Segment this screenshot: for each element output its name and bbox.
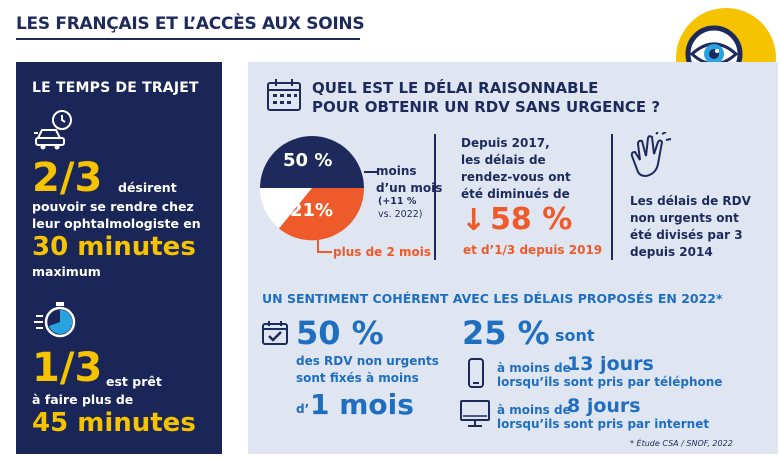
one-month: 1 mois [310,388,414,421]
since-line3: rendez-vous ont [461,170,571,184]
down-arrow-icon: ↓ [461,203,487,238]
web-prefix: à moins de [497,403,571,417]
footnote: * Étude CSA / SNOF, 2022 [630,439,733,448]
question-line2: POUR OBTENIR UN RDV SANS URGENCE ? [312,98,661,116]
phone-icon [468,358,484,388]
web-suffix: lorsqu’ils sont pris par internet [497,417,710,431]
divided-line2: non urgents ont [630,211,739,225]
fifty-line2: sont fixés à moins [296,371,419,385]
divided-line1: Les délais de RDV [630,194,751,208]
moins-label-4: vs. 2022) [378,209,423,220]
one-third-stat: 1/3 [32,345,103,391]
divider-1 [434,134,436,260]
calendar-icon [267,79,301,111]
pie-leader-orange [317,232,332,253]
fifty-line1: des RDV non urgents [296,354,439,368]
stat1-text-c: leur ophtalmologiste en [32,216,201,231]
fifty-percent-stat: 50 % [296,314,384,352]
since-sub: et d’1/3 depuis 2019 [463,243,603,257]
moins-label-1: moins [376,164,417,178]
phone-prefix: à moins de [497,361,571,375]
car-clock-icon [34,110,72,150]
moins-label-2: d’un mois [376,181,443,195]
since-line2: les délais de [461,153,546,167]
stat2-text-b: à faire plus de [32,392,134,407]
plus-label: plus de 2 mois [333,245,432,259]
thirty-minutes: 30 minutes [32,232,196,262]
page-title: LES FRANÇAIS ET L’ACCÈS AUX SOINS [16,14,365,34]
delays-panel [248,62,778,454]
stat1-text-b: pouvoir se rendre chez [32,199,194,214]
calendar-check-icon [262,321,288,345]
travel-time-heading: LE TEMPS DE TRAJET [32,80,199,96]
pie-label-50: 50 % [283,150,333,171]
thirteen-days: 13 jours [567,353,654,375]
stat1-maximum: maximum [32,264,101,279]
fifty-d: d’ [296,402,310,416]
divided-line3: été divisés par 3 [630,228,743,242]
divided-line4: depuis 2014 [630,245,713,259]
stopwatch-icon [34,302,76,338]
clapping-hands-icon [630,132,672,178]
pie-leader-navy [364,171,378,173]
eight-days: 8 jours [567,395,641,417]
travel-time-panel [16,62,222,454]
forty-five-minutes: 45 minutes [32,408,196,438]
title-underline [16,38,360,40]
question-line1: QUEL EST LE DÉLAI RAISONNABLE [312,79,599,97]
since-line4: été diminués de [461,187,570,201]
phone-suffix: lorsqu’ils sont pris par téléphone [497,375,723,389]
stat1-text-a: désirent [118,180,177,195]
pie-label-21: 21% [290,200,334,221]
twenty-five-percent-stat: 25 % [462,314,550,352]
moins-label-3: (+11 % [378,196,417,207]
quarter-sont: sont [555,326,595,345]
two-thirds-stat: 2/3 [32,155,103,201]
monitor-icon [460,400,490,427]
sentiment-heading: UN SENTIMENT COHÉRENT AVEC LES DÉLAIS PR… [262,291,723,306]
since-line1: Depuis 2017, [461,136,550,150]
delay-pie-chart [260,136,365,241]
stat2-text-a: est prêt [106,374,162,389]
fifty-eight-percent: 58 % [490,202,573,237]
divider-2 [611,134,613,260]
